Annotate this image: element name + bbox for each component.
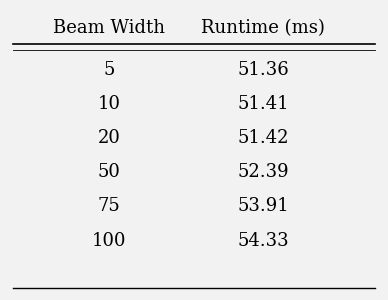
Text: 53.91: 53.91 [237, 197, 289, 215]
Text: 54.33: 54.33 [237, 232, 289, 250]
Text: Runtime (ms): Runtime (ms) [201, 19, 325, 37]
Text: 100: 100 [92, 232, 126, 250]
Text: 20: 20 [98, 129, 121, 147]
Text: 75: 75 [98, 197, 121, 215]
Text: 52.39: 52.39 [237, 163, 289, 181]
Text: 51.41: 51.41 [237, 95, 289, 113]
Text: 5: 5 [104, 61, 115, 79]
Text: 50: 50 [98, 163, 121, 181]
Text: Beam Width: Beam Width [53, 19, 165, 37]
Text: 10: 10 [98, 95, 121, 113]
Text: 51.42: 51.42 [237, 129, 289, 147]
Text: 51.36: 51.36 [237, 61, 289, 79]
